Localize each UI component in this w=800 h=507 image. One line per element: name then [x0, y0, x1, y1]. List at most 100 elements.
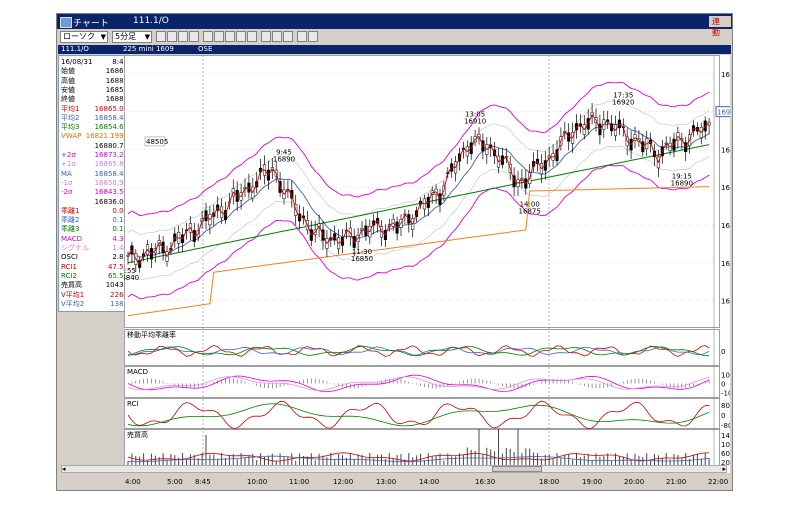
title-bar: チャート 111.1/O 連動	[57, 14, 732, 37]
time-tick: 11:00	[289, 478, 310, 486]
rci-tick: 80	[721, 402, 730, 410]
panel-row: 安値 16855	[61, 86, 128, 94]
panel-label: +1σ	[61, 160, 76, 169]
time-tick: 21:00	[666, 478, 687, 486]
price-tick: 16940	[721, 71, 730, 79]
cursor-icon[interactable]	[236, 31, 246, 42]
panel-label: 16/08/31	[61, 58, 93, 66]
chevron-down-icon: ▼	[100, 33, 106, 41]
panel-value: 4.37	[112, 234, 128, 243]
scroll-thumb[interactable]	[492, 466, 542, 472]
panel-value: 16880	[105, 95, 128, 104]
dev-tick: 0	[721, 348, 725, 356]
panel-label: 乖離2	[61, 216, 80, 225]
volume-tick: 2000	[721, 459, 730, 467]
time-axis: 4:00 5:00 8:45 10:00 11:00 12:00 13:00 14:00 16:…	[57, 474, 732, 490]
panel-label: 安値	[61, 85, 75, 94]
info-exchange: OSE	[198, 45, 213, 53]
panel-value: 16843.50	[94, 188, 128, 197]
panel-label: 乖離3	[61, 225, 80, 234]
panel-value: 16836.06	[94, 197, 128, 206]
panel-label: シグナル	[61, 244, 89, 252]
panel-label: 乖離1	[61, 206, 80, 215]
annotation-price: 16890	[671, 179, 693, 187]
price-tick: 16820	[721, 298, 730, 306]
panel-value: 16858.40	[94, 113, 128, 122]
zoom-icon[interactable]	[297, 31, 307, 42]
time-tick: 22:00	[708, 478, 729, 486]
chart-type-select[interactable]: ローソク ▼	[60, 31, 108, 43]
annotation-price: 16850	[351, 255, 373, 263]
panel-label: OSCI	[61, 253, 78, 262]
annotation-price: 16910	[464, 118, 486, 126]
panel-label: 高値	[61, 76, 75, 85]
volume-avg-1	[127, 452, 710, 462]
annotation-time: 11:30	[352, 248, 372, 256]
bar-chart-icon[interactable]	[167, 31, 177, 42]
pane-border	[124, 55, 720, 328]
crosshair-icon[interactable]	[247, 31, 257, 42]
panel-label: -2σ	[61, 188, 73, 197]
line-chart-icon[interactable]	[178, 31, 188, 42]
ma1-line	[127, 113, 710, 266]
panel-row: MA 16858.40	[61, 170, 128, 178]
panel-value: 16873.29	[94, 151, 128, 159]
arrow-icon[interactable]	[225, 31, 235, 42]
candle-body	[126, 254, 130, 257]
chevron-down-icon: ▼	[144, 33, 150, 41]
scroll-left-icon[interactable]: ◂	[62, 465, 66, 473]
compare-icon[interactable]	[214, 31, 224, 42]
volume-avg-2	[127, 455, 710, 463]
panel-row: 乖離2 0.12	[61, 216, 128, 224]
scroll-right-icon[interactable]: ▸	[722, 465, 726, 473]
panel-row: MACD 4.37	[61, 235, 128, 243]
info-symbol: 111.1/O	[61, 45, 89, 53]
panel-value: 16885	[105, 76, 128, 85]
indicator-icon[interactable]	[203, 31, 213, 42]
grid-icon[interactable]	[189, 31, 199, 42]
panel-label: 平均3	[61, 123, 80, 132]
pane-border	[124, 398, 720, 429]
pen-icon[interactable]	[261, 31, 271, 42]
panel-row: RCI1 47.50	[61, 263, 128, 271]
horizontal-scrollbar[interactable]: ◂ ▸	[61, 465, 727, 473]
price-tick: 16840	[721, 260, 730, 268]
chart-svg[interactable]: 16940 16920 16900 16880 16860 16840 16820 16920…	[117, 55, 743, 473]
panel-value: 0.15	[112, 225, 128, 234]
vwap-line	[127, 186, 710, 317]
panel-value: 16821.1991	[85, 132, 128, 141]
chart-area[interactable]: 16940 16920 16900 16880 16860 16840 16820 16920…	[117, 55, 743, 473]
panel-value: 2.88	[112, 253, 128, 262]
panel-label: 平均2	[61, 113, 80, 122]
panel-value: 47.50	[107, 262, 128, 271]
rci-tick: -80	[721, 422, 730, 430]
eraser-icon[interactable]	[272, 31, 282, 42]
panel-row: 16/08/31 8:45	[61, 58, 128, 66]
panel-label: MA	[61, 169, 72, 178]
dev-line-3	[127, 345, 710, 357]
marker-label: 48505	[146, 138, 168, 146]
panel-row: 乖離1 0.08	[61, 207, 128, 215]
settings-icon[interactable]	[308, 31, 318, 42]
panel-value: 16865	[105, 67, 128, 76]
price-tick: 16880	[721, 184, 730, 192]
pane-title-deviation: 移動平均乖離率	[127, 330, 176, 339]
annotation-time: 13:05	[465, 111, 485, 119]
panel-row: 平均1 16865.00	[61, 105, 128, 113]
panel-value: 1382	[110, 299, 128, 308]
panel-label: +2σ	[61, 151, 76, 159]
panel-row: 平均3 16854.66	[61, 123, 128, 131]
candle-icon[interactable]	[156, 31, 166, 42]
panel-value: 10437	[105, 281, 128, 290]
signal-line	[127, 376, 710, 391]
macd-tick: 10	[721, 372, 730, 380]
link-button[interactable]: 連動	[709, 16, 723, 37]
panel-label: 売買高	[61, 281, 82, 290]
annotation-time: 19:15	[672, 172, 692, 180]
chart-window: チャート 111.1/O 連動 ローソク ▼ 5分足 ▼ 111.1/O 225 m…	[56, 13, 743, 491]
volume-tick: 10000	[721, 441, 730, 449]
print-icon[interactable]	[283, 31, 293, 42]
interval-select[interactable]: 5分足 ▼	[112, 31, 152, 43]
pane-border	[124, 329, 720, 366]
close-icon[interactable]	[723, 16, 731, 27]
